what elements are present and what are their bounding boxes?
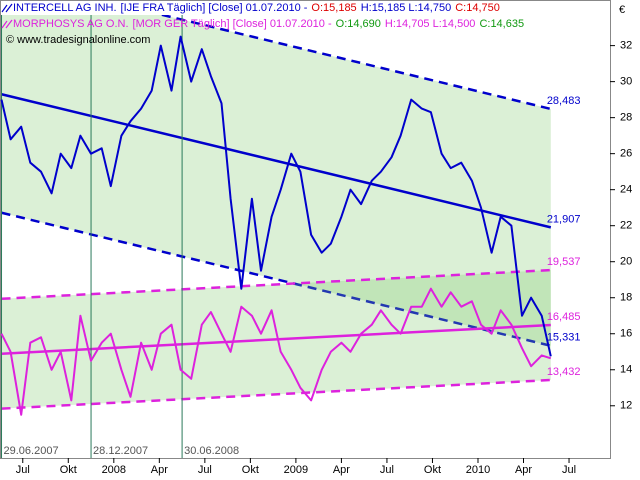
channel-value-label: 13,432 (547, 366, 581, 378)
y-tick-label: 20 (620, 256, 632, 268)
y-tick-label: 12 (620, 400, 632, 412)
y-tick-label: 24 (620, 184, 632, 196)
channel-value-label: 28,483 (547, 95, 581, 107)
y-tick-label: 22 (620, 220, 632, 232)
channel-line (1, 268, 551, 301)
series-detail: C:14,635 (479, 18, 524, 30)
marker-label: 28.12.2007 (93, 445, 148, 457)
labels: 28,483 21,907 15,331 19,537 16,485 13,432 (547, 95, 581, 378)
x-tick-label: Apr (515, 464, 532, 476)
series-detail: [IJE FRA Täglich] [Close] 01.07.2010 - (121, 2, 308, 14)
x-tick-label: Jul (380, 464, 394, 476)
series-detail: H:14,705 L:14,500 (385, 18, 476, 30)
channel-line (1, 93, 552, 229)
x-tick-label: 2008 (102, 464, 126, 476)
legend-icon (1, 19, 13, 29)
x-tick-label: Apr (151, 464, 168, 476)
x-tick-label: Okt (424, 464, 441, 476)
series-name: MORPHOSYS AG O.N. (13, 18, 129, 30)
plot-area (0, 15, 552, 458)
channel-line (1, 323, 551, 355)
y-tick-label: 32 (620, 40, 632, 52)
series-detail: H:15,185 L:14,750 (361, 2, 452, 14)
legend-icon (1, 3, 13, 13)
channel-line (157, 15, 552, 111)
series-detail: O:14,690 (336, 18, 381, 30)
channel-fill (1, 15, 551, 346)
y-tick-label: 18 (620, 292, 632, 304)
series-detail: O:15,185 (311, 2, 356, 14)
x-tick-label: Okt (60, 464, 77, 476)
unit: € (619, 4, 625, 16)
x-tick-label: Jul (16, 464, 30, 476)
channel-value-label: 15,331 (547, 332, 581, 344)
y-tick-label: 28 (620, 112, 632, 124)
x-tick-label: Jul (562, 464, 576, 476)
y-tick-label: 14 (620, 364, 632, 376)
y-tick-label: 30 (620, 76, 632, 88)
channel-value-label: 21,907 (547, 213, 581, 225)
series-name: INTERCELL AG INH. (13, 2, 117, 14)
channel-value-label: 19,537 (547, 256, 581, 268)
channel-line (1, 378, 551, 410)
legend-entry: INTERCELL AG INH. [IJE FRA Täglich] [Clos… (13, 2, 500, 14)
marker-label: 29.06.2007 (4, 445, 59, 457)
marker-label: 30.06.2008 (184, 445, 239, 457)
channel-line (1, 211, 552, 348)
legend-entry: MORPHOSYS AG O.N. [MOR GER Täglich] [Clos… (13, 18, 524, 30)
copyright: © www.tradesignalonline.com (6, 34, 150, 46)
x-tick-label: Jul (198, 464, 212, 476)
series-detail: C:14,750 (455, 2, 500, 14)
x-tick-label: 2009 (284, 464, 308, 476)
channel-value-label: 16,485 (547, 311, 581, 323)
series-detail: [MOR GER Täglich] [Close] 01.07.2010 - (133, 18, 332, 30)
y-tick-label: 26 (620, 148, 632, 160)
y-tick-label: 16 (620, 328, 632, 340)
series-line (0, 35, 552, 357)
x-tick-label: Okt (242, 464, 259, 476)
plot-frame (0, 0, 611, 459)
x-tick-label: 2010 (466, 464, 490, 476)
series-line (0, 287, 552, 416)
x-tick-label: Apr (333, 464, 350, 476)
